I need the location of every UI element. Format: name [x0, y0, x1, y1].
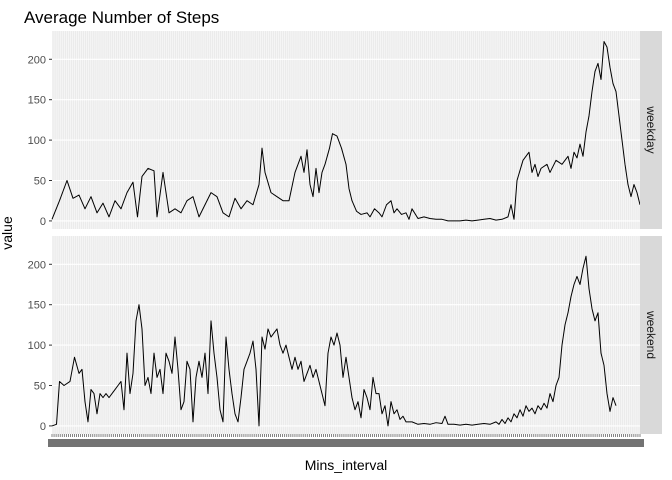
- facet-label-weekend: weekend: [644, 310, 658, 359]
- y-tick-label: 0: [40, 421, 46, 433]
- y-tick-label: 0: [40, 216, 46, 228]
- facet-label-weekday: weekday: [644, 105, 658, 153]
- y-tick-label: 150: [28, 95, 46, 107]
- x-gridlines: [51, 236, 641, 434]
- y-axis-title: value: [0, 216, 15, 250]
- facet-panel-weekend: 0 50 100 150 200 weekend: [28, 236, 662, 434]
- x-gridlines: [51, 31, 641, 229]
- chart-title: Average Number of Steps: [24, 8, 219, 27]
- series-line-weekday: [51, 41, 641, 222]
- x-tick-marks: [51, 434, 641, 437]
- facet-strip: [640, 31, 662, 229]
- facet-strip: [640, 236, 662, 434]
- y-tick-label: 50: [34, 176, 46, 188]
- x-tick-labels-overlapping: [48, 439, 644, 447]
- x-axis-title: Mins_interval: [305, 457, 387, 473]
- facet-panel-weekday: 0 50 100 150 200 weekday: [28, 31, 662, 229]
- y-tick-label: 200: [28, 259, 46, 271]
- y-tick-label: 100: [28, 135, 46, 147]
- facet-panels: 0 50 100 150 200 weekday 0 50 100 150 200 weekend: [28, 31, 662, 447]
- y-tick-label: 200: [28, 54, 46, 66]
- y-tick-label: 100: [28, 340, 46, 352]
- y-tick-label: 50: [34, 381, 46, 393]
- series-line-weekend: [51, 255, 617, 427]
- y-tick-label: 150: [28, 300, 46, 312]
